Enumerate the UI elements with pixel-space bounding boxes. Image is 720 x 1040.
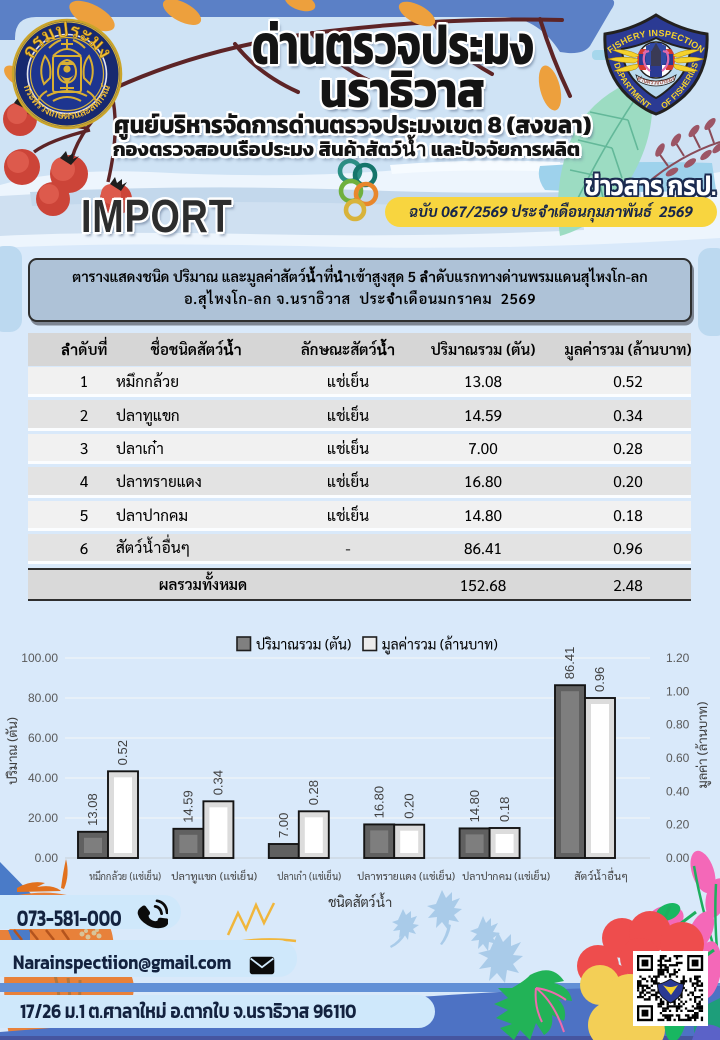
svg-text:0.20: 0.20: [401, 793, 416, 818]
svg-text:13.08: 13.08: [85, 793, 100, 826]
svg-text:0.18: 0.18: [497, 797, 512, 822]
svg-text:0.28: 0.28: [306, 780, 321, 805]
svg-text:ปลาเก๋า (แช่เย็น): ปลาเก๋า (แช่เย็น): [277, 869, 341, 883]
svg-text:7.00: 7.00: [276, 813, 291, 838]
svg-text:100.00: 100.00: [21, 651, 58, 665]
svg-text:0.00: 0.00: [35, 851, 59, 865]
svg-text:0.00: 0.00: [666, 851, 690, 865]
svg-text:80.00: 80.00: [28, 691, 58, 705]
svg-text:สัตว์น้ำอื่นๆ: สัตว์น้ำอื่นๆ: [574, 867, 628, 883]
svg-text:1.00: 1.00: [666, 684, 690, 698]
svg-text:ปริมาณรวม (ตัน): ปริมาณรวม (ตัน): [256, 636, 351, 654]
svg-text:ปลาทูแขก (แช่เย็น): ปลาทูแขก (แช่เย็น): [171, 869, 257, 884]
svg-text:หมึกกล้วย (แช่เย็น): หมึกกล้วย (แช่เย็น): [89, 869, 161, 883]
svg-text:60.00: 60.00: [28, 731, 58, 745]
svg-text:0.34: 0.34: [211, 770, 226, 795]
svg-text:1.20: 1.20: [666, 651, 690, 665]
svg-text:มูลค่า (ล้านบาท): มูลค่า (ล้านบาท): [694, 702, 712, 788]
svg-text:มูลค่ารวม (ล้านบาท): มูลค่ารวม (ล้านบาท): [382, 636, 498, 655]
svg-text:0.20: 0.20: [666, 818, 690, 832]
svg-text:86.41: 86.41: [562, 647, 577, 680]
svg-text:ปริมาณ (ตัน): ปริมาณ (ตัน): [4, 717, 21, 785]
svg-text:ปลาปากคม (แช่เย็น): ปลาปากคม (แช่เย็น): [462, 869, 550, 883]
svg-text:40.00: 40.00: [28, 771, 58, 785]
svg-text:16.80: 16.80: [371, 786, 386, 819]
svg-text:14.80: 14.80: [467, 790, 482, 823]
svg-text:0.40: 0.40: [666, 784, 690, 798]
svg-text:0.60: 0.60: [666, 751, 690, 765]
svg-text:0.52: 0.52: [115, 740, 130, 765]
svg-text:20.00: 20.00: [28, 811, 58, 825]
svg-text:14.59: 14.59: [181, 790, 196, 823]
svg-text:0.80: 0.80: [666, 718, 690, 732]
svg-text:ปลาทรายแดง (แช่เย็น): ปลาทรายแดง (แช่เย็น): [357, 869, 455, 883]
svg-text:0.96: 0.96: [592, 667, 607, 692]
